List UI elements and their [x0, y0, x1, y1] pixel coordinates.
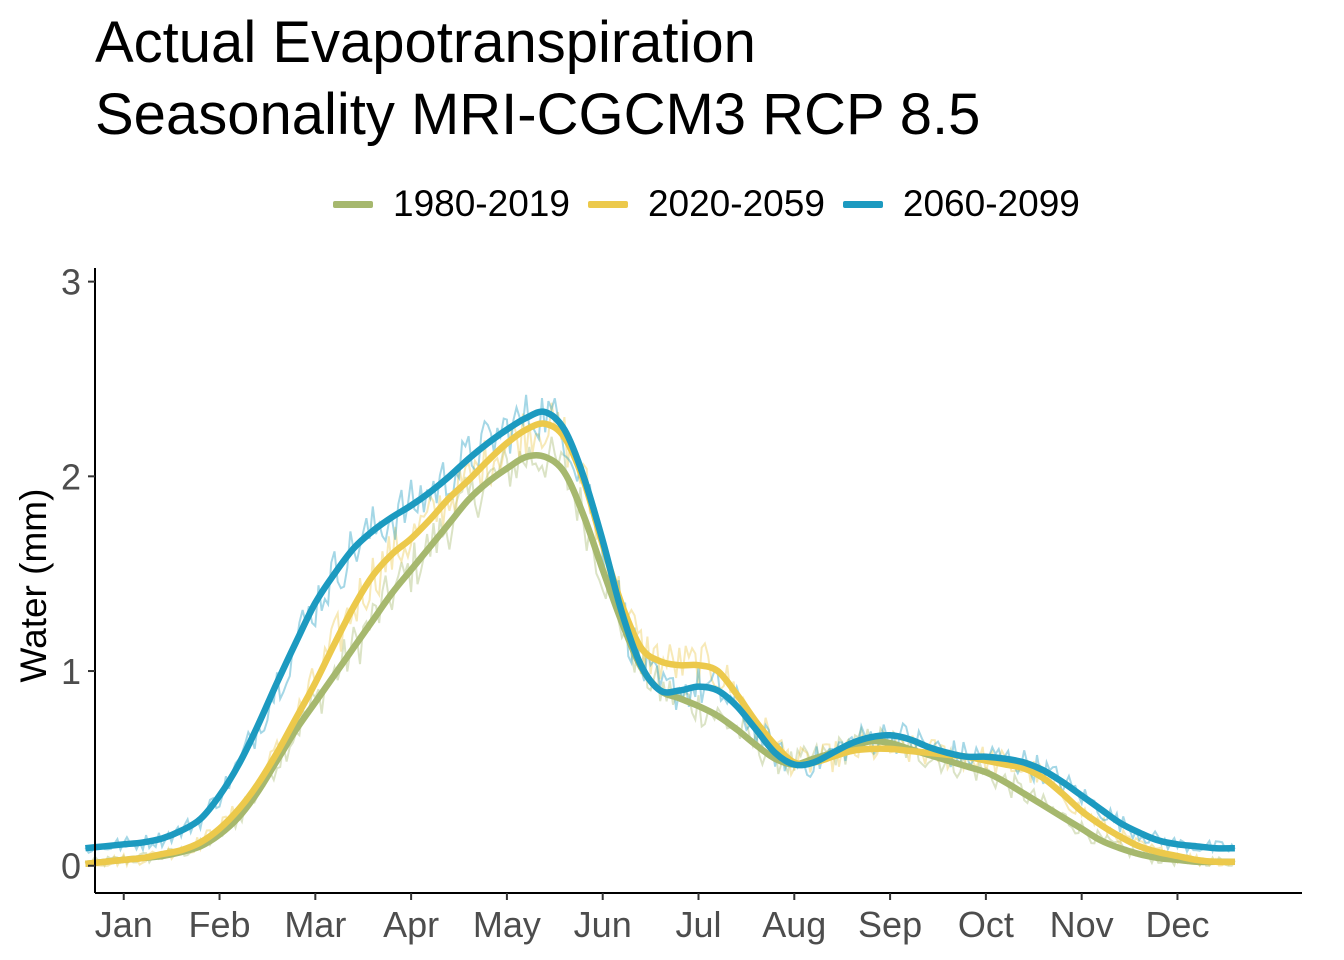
daily-line-1980-2019	[84, 436, 1236, 869]
series-layer	[85, 408, 1235, 868]
y-tick-label: 0	[61, 846, 81, 887]
x-tick-label-dec: Dec	[1145, 904, 1209, 945]
x-tick-label-jan: Jan	[95, 904, 153, 945]
series-line-2020-2059	[85, 420, 1235, 868]
x-tick-label-sep: Sep	[858, 904, 922, 945]
legend-item-2060-2099: 2060-2099	[842, 183, 1080, 225]
axes-layer: 0 1 2 3 Jan Feb Mar Apr May Jun Jul Aug Sep Oct Nov Dec…	[13, 262, 1302, 945]
x-tick-label-nov: Nov	[1050, 904, 1114, 945]
legend-item-1980-2019: 1980-2019	[333, 183, 570, 225]
x-tick-label-jul: Jul	[675, 904, 721, 945]
series-line-2060-2099	[85, 408, 1235, 852]
chart-subtitle: Seasonality MRI-CGCM3 RCP 8.5	[95, 82, 981, 147]
y-tick-label: 2	[61, 456, 81, 497]
x-tick-label-mar: Mar	[284, 904, 346, 945]
x-tick-label-jun: Jun	[574, 904, 632, 945]
legend-label-2020-2059: 2020-2059	[647, 183, 825, 224]
y-axis-title: Water (mm)	[13, 489, 54, 683]
chart-title: Actual Evapotranspiration	[95, 10, 756, 75]
legend: 1980-2019 2020-2059 2060-2099	[333, 182, 1098, 226]
legend-key-1980-2019	[333, 200, 373, 208]
legend-item-2020-2059: 2020-2059	[587, 183, 825, 225]
y-tick-label: 1	[61, 651, 81, 692]
legend-label-1980-2019: 1980-2019	[393, 183, 570, 224]
legend-label-2060-2099: 2060-2099	[902, 183, 1080, 224]
y-tick-label: 3	[61, 262, 81, 303]
x-tick-label-aug: Aug	[762, 904, 826, 945]
x-tick-label-may: May	[473, 904, 541, 945]
x-tick-label-feb: Feb	[189, 904, 251, 945]
legend-key-2060-2099	[842, 200, 883, 208]
x-tick-label-oct: Oct	[958, 904, 1014, 945]
legend-key-2020-2059	[587, 200, 628, 208]
x-tick-label-apr: Apr	[383, 904, 439, 945]
